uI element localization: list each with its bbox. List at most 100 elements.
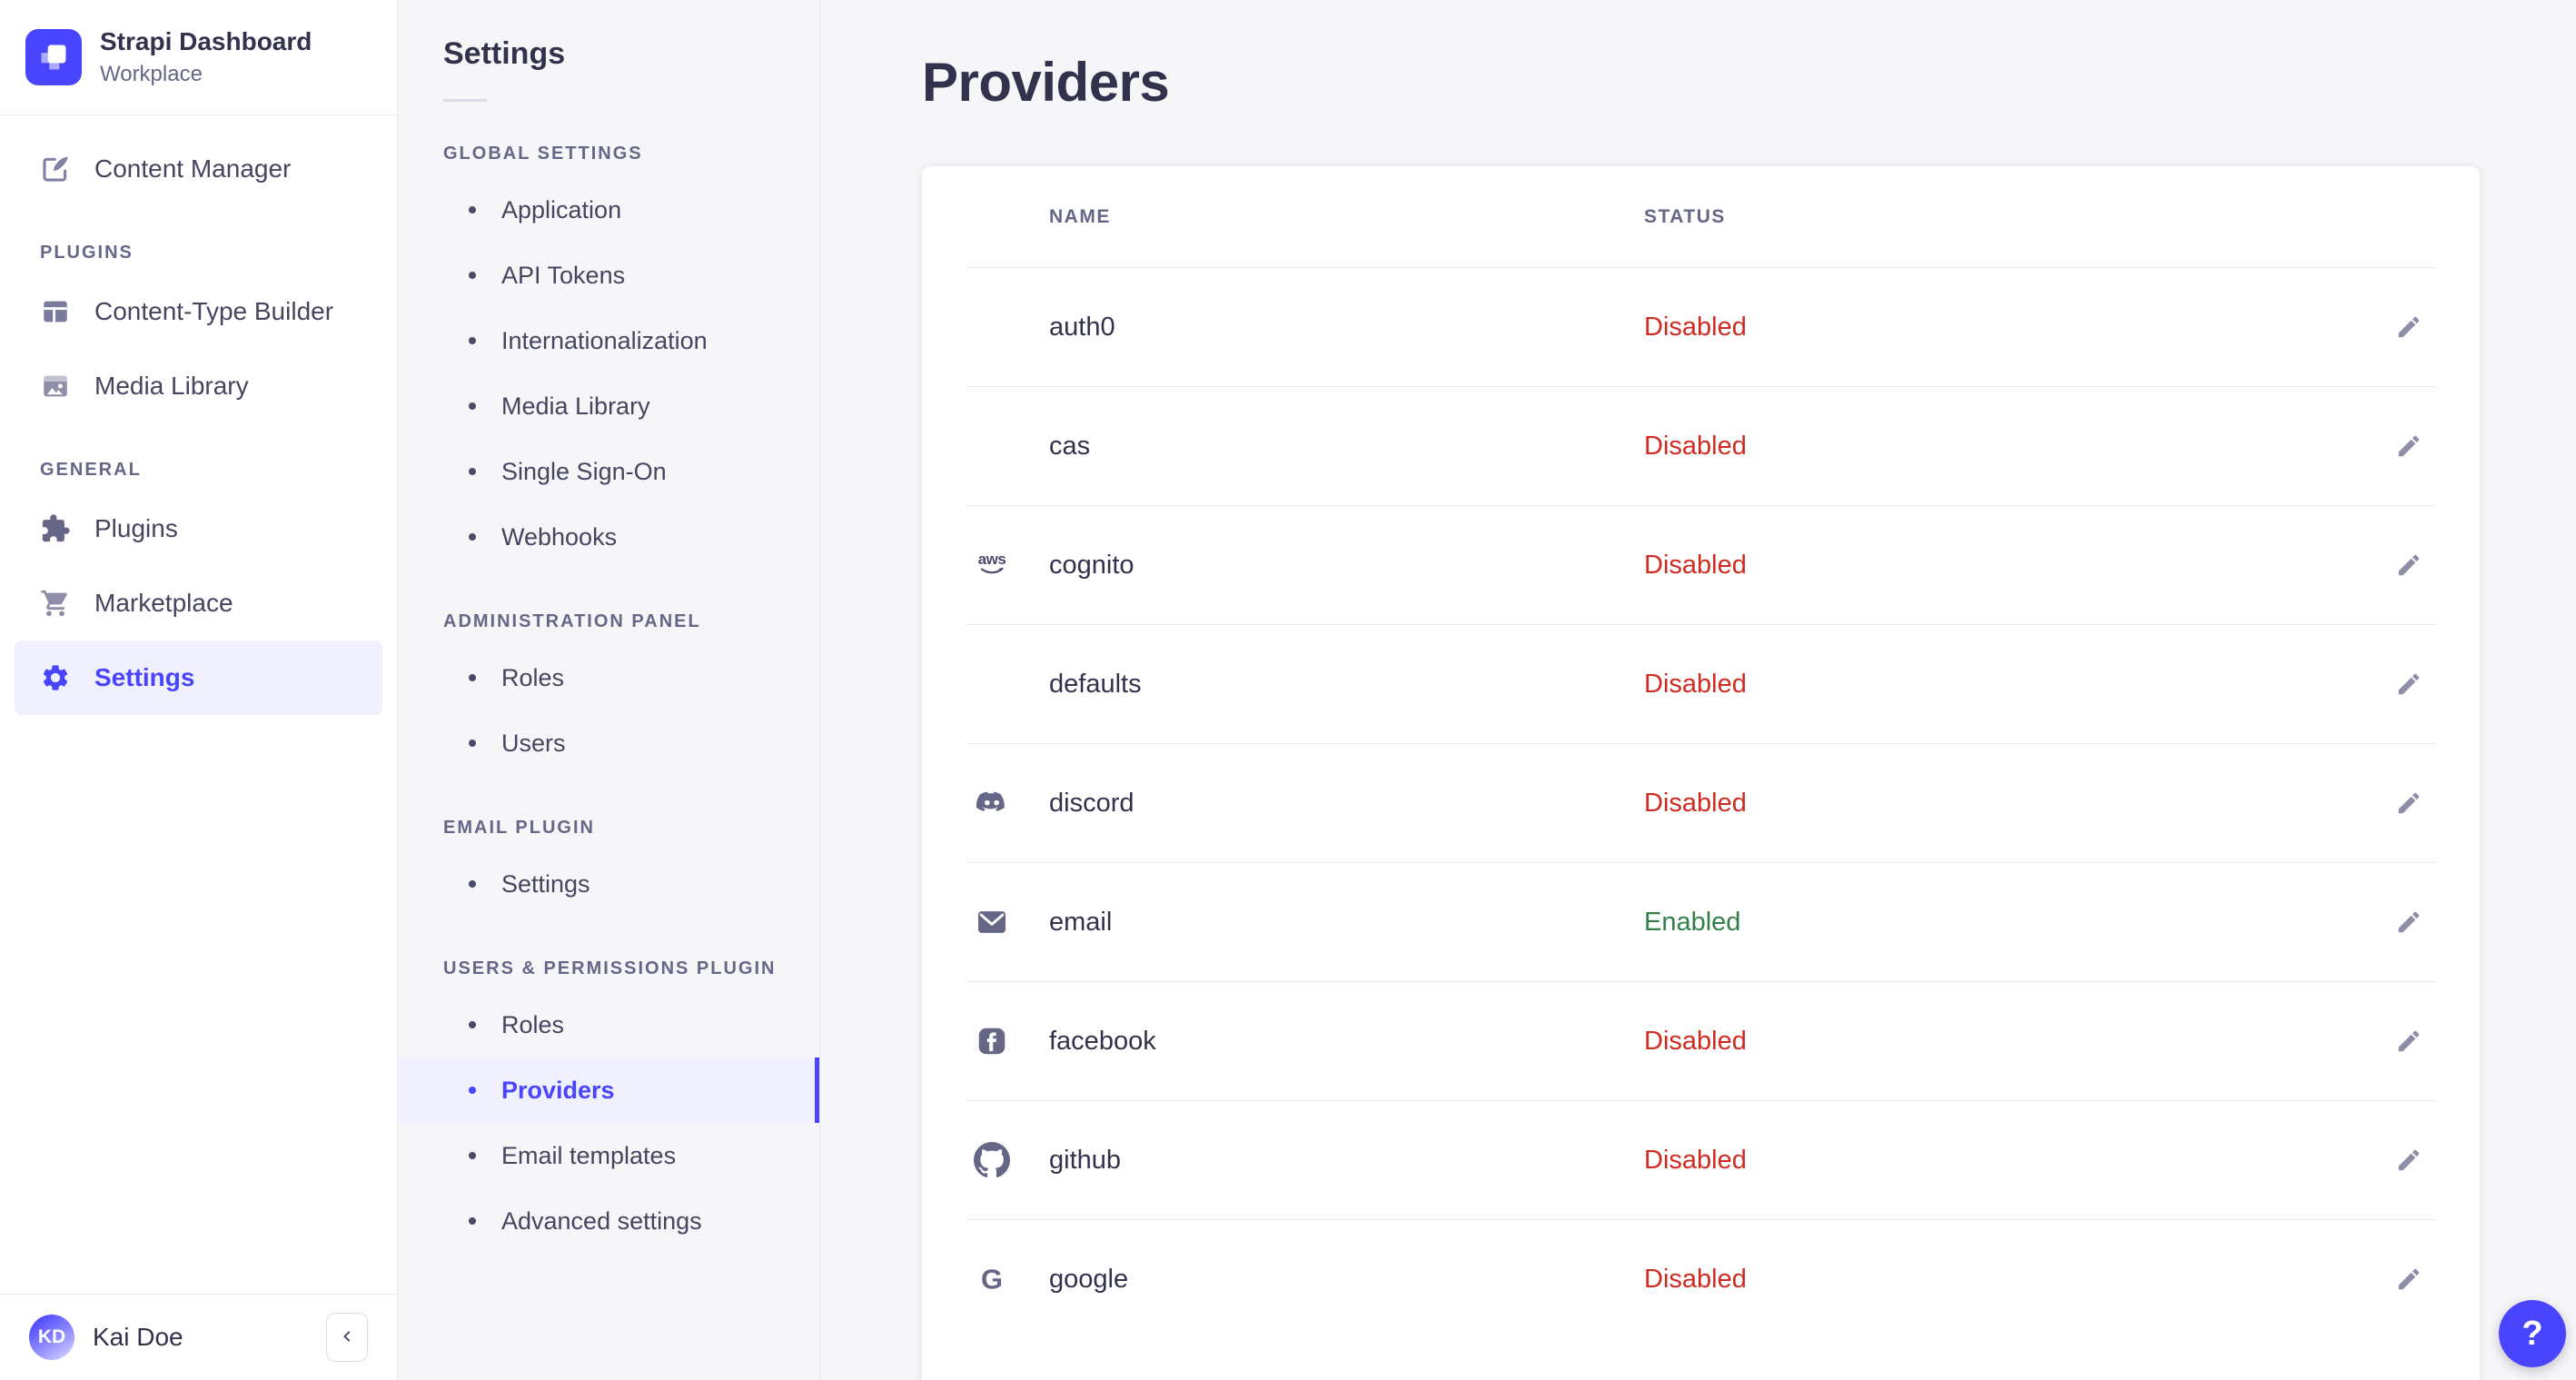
subnav-item-label: Email templates: [501, 1141, 677, 1169]
svg-text:aws: aws: [978, 551, 1006, 568]
help-button[interactable]: ?: [2499, 1300, 2566, 1367]
settings-subnav: Settings GLOBAL SETTINGS Application API…: [398, 0, 820, 1380]
pencil-icon: [2398, 911, 2420, 933]
bullet-icon: [469, 1087, 476, 1094]
edit-provider-button[interactable]: [2382, 895, 2436, 949]
subnav-group-email-plugin: EMAIL PLUGIN: [443, 818, 595, 838]
provider-name: github: [1049, 1145, 1122, 1175]
subnav-item-label: Users: [501, 729, 566, 757]
subnav-item-api-tokens[interactable]: API Tokens: [398, 243, 819, 308]
google-icon: G: [974, 1261, 1010, 1297]
collapse-sidebar-button[interactable]: [326, 1313, 368, 1362]
edit-provider-button[interactable]: [2382, 300, 2436, 354]
main-content: Providers NAME STATUS auth0 Disabled cas…: [820, 0, 2576, 1380]
strapi-logo-icon: [25, 29, 82, 85]
subnav-item-advanced-settings[interactable]: Advanced settings: [398, 1188, 819, 1254]
provider-icon-slot: [974, 309, 1010, 345]
status-badge: Disabled: [1644, 1145, 1747, 1175]
table-row: cas Disabled: [966, 386, 2436, 505]
table-header: NAME STATUS: [966, 166, 2436, 267]
subnav-item-providers[interactable]: Providers: [398, 1057, 819, 1123]
sidebar-item-label: Plugins: [94, 514, 178, 542]
subnav-item-email-templates[interactable]: Email templates: [398, 1123, 819, 1188]
edit-provider-button[interactable]: [2382, 657, 2436, 711]
brand: Strapi Dashboard Workplace: [0, 0, 397, 115]
subnav-item-webhooks[interactable]: Webhooks: [398, 504, 819, 570]
table-row: discord Disabled: [966, 743, 2436, 862]
provider-name: cas: [1049, 431, 1091, 461]
status-badge: Enabled: [1644, 907, 1741, 937]
pencil-icon: [2398, 1268, 2420, 1290]
edit-provider-button[interactable]: [2382, 1252, 2436, 1306]
provider-name: discord: [1049, 788, 1134, 818]
subnav-item-up-roles[interactable]: Roles: [398, 992, 819, 1057]
provider-name: defaults: [1049, 669, 1142, 699]
github-icon: [974, 1142, 1010, 1178]
sidebar-footer: KD Kai Doe: [0, 1294, 397, 1380]
sidebar-item-content-type-builder[interactable]: Content-Type Builder: [15, 274, 382, 349]
sidebar-section-plugins: PLUGINS: [40, 243, 134, 263]
bullet-icon: [469, 337, 476, 344]
table-row: facebook Disabled: [966, 981, 2436, 1100]
sidebar-item-plugins[interactable]: Plugins: [15, 491, 382, 566]
provider-icon-slot: [974, 428, 1010, 464]
picture-icon: [40, 371, 71, 402]
sidebar-item-label: Marketplace: [94, 589, 233, 617]
pencil-icon: [2398, 673, 2420, 695]
bullet-icon: [469, 206, 476, 213]
layout-icon: [40, 296, 71, 327]
pencil-icon: [2398, 792, 2420, 814]
status-badge: Disabled: [1644, 550, 1747, 580]
sidebar-item-media-library[interactable]: Media Library: [15, 349, 382, 423]
table-row: defaults Disabled: [966, 624, 2436, 743]
bullet-icon: [469, 533, 476, 541]
status-badge: Disabled: [1644, 312, 1747, 342]
subnav-group-administration-panel: ADMINISTRATION PANEL: [443, 611, 701, 631]
bullet-icon: [469, 674, 476, 681]
edit-provider-button[interactable]: [2382, 538, 2436, 592]
subnav-item-email-settings[interactable]: Settings: [398, 851, 819, 917]
status-badge: Disabled: [1644, 669, 1747, 699]
provider-icon-slot: [974, 666, 1010, 702]
subnav-group-global-settings: GLOBAL SETTINGS: [443, 144, 643, 164]
bullet-icon: [469, 468, 476, 475]
edit-provider-button[interactable]: [2382, 776, 2436, 830]
app-title: Strapi Dashboard: [100, 27, 312, 55]
status-badge: Disabled: [1644, 431, 1747, 461]
edit-provider-button[interactable]: [2382, 1133, 2436, 1187]
bullet-icon: [469, 272, 476, 279]
edit-provider-button[interactable]: [2382, 419, 2436, 473]
sidebar-item-settings[interactable]: Settings: [15, 640, 382, 715]
subnav-item-admin-roles[interactable]: Roles: [398, 645, 819, 710]
bullet-icon: [469, 1217, 476, 1225]
subnav-title: Settings: [443, 36, 566, 71]
sidebar-item-marketplace[interactable]: Marketplace: [15, 566, 382, 640]
subnav-item-single-sign-on[interactable]: Single Sign-On: [398, 439, 819, 504]
sidebar-item-content-manager[interactable]: Content Manager: [15, 132, 382, 206]
edit-provider-button[interactable]: [2382, 1014, 2436, 1068]
subnav-group-users-permissions-plugin: USERS & PERMISSIONS PLUGIN: [443, 958, 777, 978]
subnav-divider: [443, 99, 487, 102]
column-header-status: STATUS: [1644, 205, 1726, 227]
pencil-icon: [2398, 554, 2420, 576]
subnav-item-label: API Tokens: [501, 261, 626, 289]
subnav-item-media-library[interactable]: Media Library: [398, 373, 819, 439]
subnav-item-admin-users[interactable]: Users: [398, 710, 819, 776]
subnav-item-label: Webhooks: [501, 522, 618, 551]
app-sidebar: Strapi Dashboard Workplace Content Manag…: [0, 0, 398, 1380]
status-badge: Disabled: [1644, 788, 1747, 818]
table-row: G google Disabled: [966, 1219, 2436, 1338]
providers-card: NAME STATUS auth0 Disabled cas Disabled: [922, 166, 2480, 1380]
table-row: email Enabled: [966, 862, 2436, 981]
bullet-icon: [469, 740, 476, 747]
sidebar-item-label: Settings: [94, 663, 195, 691]
workspace-name: Workplace: [100, 62, 203, 86]
sidebar-section-general: GENERAL: [40, 460, 142, 480]
gear-icon: [40, 662, 71, 693]
user-name: Kai Doe: [93, 1323, 183, 1351]
pencil-icon: [2398, 1149, 2420, 1171]
provider-name: cognito: [1049, 550, 1134, 580]
sidebar-item-label: Content-Type Builder: [94, 297, 334, 325]
subnav-item-internationalization[interactable]: Internationalization: [398, 308, 819, 373]
subnav-item-application[interactable]: Application: [398, 177, 819, 243]
